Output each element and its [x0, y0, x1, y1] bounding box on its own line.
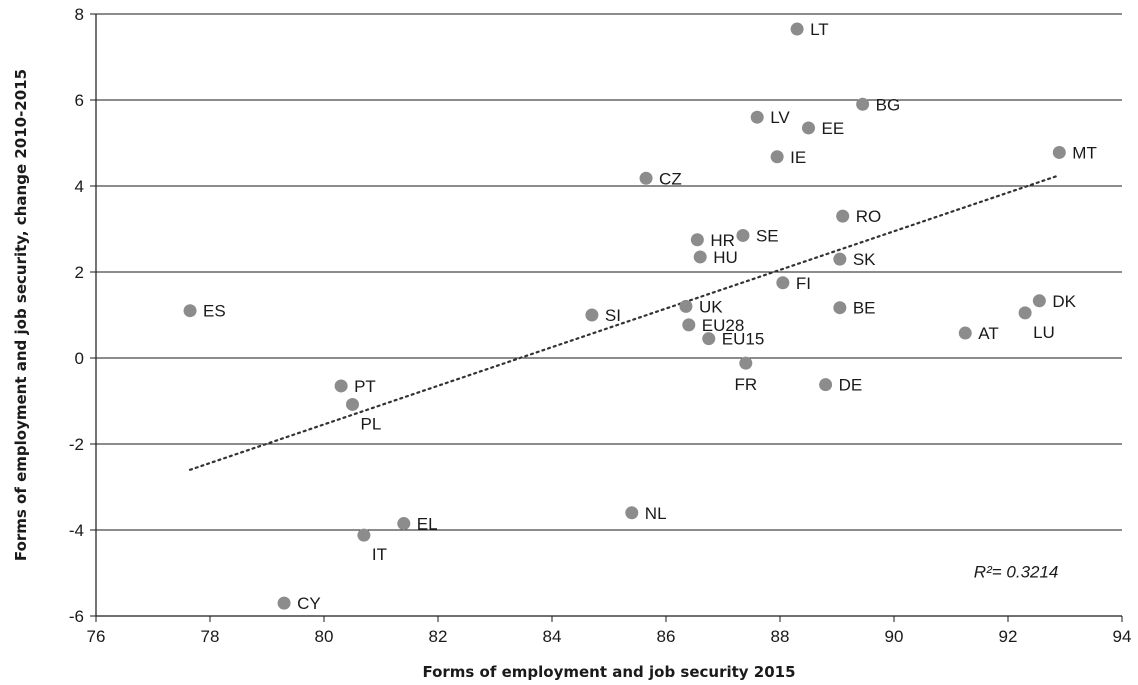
data-point-ro — [836, 209, 850, 223]
data-point-uk — [679, 299, 693, 313]
point-label-eu28: EU28 — [702, 316, 745, 335]
data-point-ee — [802, 121, 815, 135]
data-point-eu15 — [702, 332, 716, 346]
point-label-pl: PL — [361, 414, 382, 433]
y-axis-title: Forms of employment and job security, ch… — [12, 69, 30, 561]
data-point-si — [585, 308, 599, 322]
point-label-ro: RO — [856, 207, 882, 226]
data-point-it — [357, 528, 371, 542]
data-point-pt — [334, 379, 348, 393]
data-point-nl — [625, 506, 639, 520]
point-label-eu15: EU15 — [722, 330, 765, 349]
data-point-lt — [790, 22, 804, 36]
y-tick-label: -4 — [69, 521, 84, 540]
data-point-cz — [639, 171, 653, 185]
data-point-be — [833, 301, 847, 315]
x-tick-label: 94 — [1113, 627, 1132, 646]
y-tick-label: 4 — [75, 177, 84, 196]
y-tick-label: 8 — [75, 5, 84, 24]
point-label-cy: CY — [297, 594, 321, 613]
y-tick-label: -6 — [69, 607, 84, 626]
point-label-es: ES — [203, 302, 226, 321]
data-point-cy — [277, 596, 291, 610]
x-axis-title: Forms of employment and job security 201… — [422, 663, 795, 681]
data-point-sk — [833, 252, 847, 266]
point-label-uk: UK — [699, 297, 723, 316]
point-label-se: SE — [756, 226, 779, 245]
point-label-bg: BG — [876, 95, 901, 114]
y-tick-labels: -6 -4 -2 0 2 4 6 8 — [69, 5, 84, 626]
point-label-be: BE — [853, 299, 876, 318]
trendline-group — [188, 174, 1061, 471]
x-tick-label: 84 — [543, 627, 562, 646]
point-label-at: AT — [978, 324, 998, 343]
x-tick-label: 76 — [87, 627, 106, 646]
y-tick-label: -2 — [69, 435, 84, 454]
data-point-de — [819, 378, 833, 392]
data-point-pl — [346, 397, 359, 411]
data-point-es — [183, 304, 197, 318]
x-tick-label: 80 — [315, 627, 334, 646]
point-label-lv: LV — [770, 108, 790, 127]
x-tick-label: 82 — [429, 627, 448, 646]
x-tick-labels: 76 78 80 82 84 86 88 90 92 94 — [87, 616, 1132, 646]
data-point-hr — [690, 233, 704, 247]
data-point-fr — [739, 356, 753, 370]
y-tick-label: 6 — [75, 91, 84, 110]
axes — [95, 14, 1122, 617]
r-squared-annotation: R²= 0.3214 — [974, 562, 1059, 581]
data-points — [183, 22, 1066, 610]
point-label-hr: HR — [710, 231, 735, 250]
x-tick-label: 92 — [999, 627, 1018, 646]
y-tick-label: 0 — [75, 349, 84, 368]
data-point-ie — [770, 150, 784, 164]
point-label-lt: LT — [810, 20, 829, 39]
point-label-ie: IE — [790, 148, 806, 167]
point-label-sk: SK — [853, 250, 876, 269]
x-tick-label: 78 — [201, 627, 220, 646]
data-point-lu — [1018, 306, 1032, 320]
gridlines — [90, 13, 1122, 617]
point-label-pt: PT — [354, 377, 376, 396]
data-point-fi — [776, 276, 790, 290]
data-point-eu28 — [682, 318, 696, 332]
data-point-lv — [750, 110, 764, 124]
y-tick-label: 2 — [75, 263, 84, 282]
point-label-nl: NL — [645, 504, 667, 523]
point-label-ee: EE — [822, 119, 845, 138]
data-point-hu — [693, 250, 707, 264]
data-point-dk — [1032, 294, 1046, 308]
data-point-bg — [856, 97, 870, 111]
point-label-fr: FR — [734, 375, 757, 394]
point-label-mt: MT — [1072, 143, 1097, 162]
point-label-dk: DK — [1052, 292, 1076, 311]
x-tick-label: 88 — [771, 627, 790, 646]
trendline — [188, 174, 1061, 471]
point-label-cz: CZ — [659, 169, 682, 188]
point-label-de: DE — [839, 376, 863, 395]
data-point-se — [736, 228, 750, 242]
point-label-si: SI — [605, 306, 621, 325]
point-label-fi: FI — [796, 274, 811, 293]
x-tick-label: 86 — [657, 627, 676, 646]
x-tick-label: 90 — [885, 627, 904, 646]
point-label-el: EL — [417, 515, 438, 534]
data-point-at — [958, 326, 972, 340]
data-point-el — [397, 517, 411, 531]
point-label-lu: LU — [1033, 323, 1055, 342]
point-label-it: IT — [372, 545, 387, 564]
data-point-mt — [1052, 145, 1066, 159]
point-label-hu: HU — [713, 248, 738, 267]
